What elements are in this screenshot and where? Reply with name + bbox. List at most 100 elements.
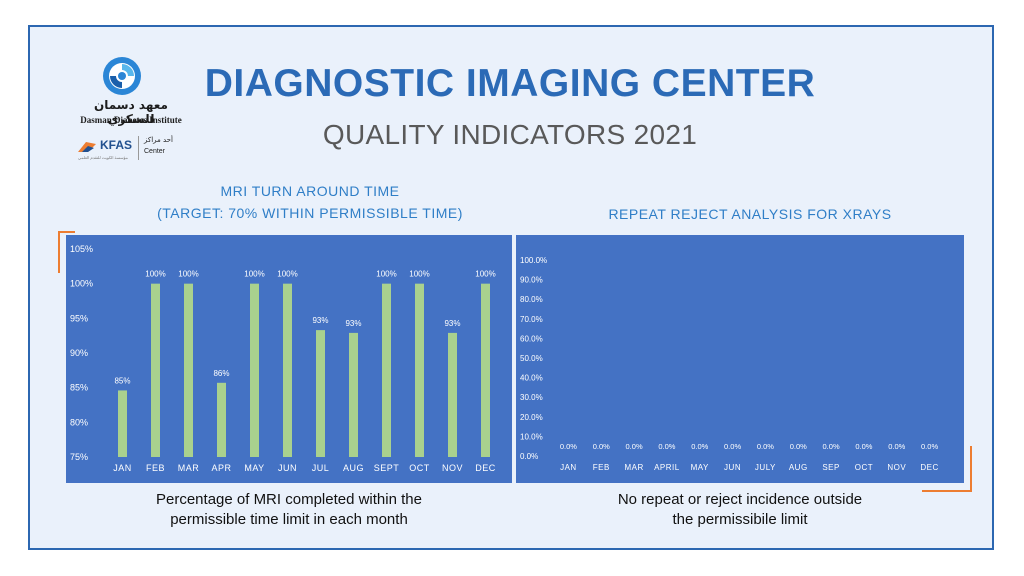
mri-bar [184,283,193,457]
mri-bar [250,283,259,457]
kfas-logo: KFAS مؤسسة الكويت للتقدم العلمي أحد مراك… [72,134,202,164]
mri-data-label: 93% [345,319,361,328]
xray-data-label: 0.0% [888,442,905,451]
mri-chart-panel: 75% 80% 85% 90% 95% 100% 105% JAN 85% FEB 100% MAR 1… [66,235,512,483]
mri-bar [118,390,127,457]
left-chart-title-line2: (TARGET: 70% WITHIN PERMISSIBLE TIME) [157,205,463,221]
xray-x-tick: MAY [691,463,709,472]
mri-x-tick: OCT [409,463,430,473]
mri-bar [151,283,160,457]
mri-data-label: 86% [213,369,229,378]
xray-x-tick: NOV [887,463,906,472]
mri-x-tick: JUL [312,463,330,473]
partner-center: Center [144,148,166,155]
kfas-label: KFAS [100,138,133,152]
partner-arabic: أحد مراكز [144,136,173,144]
mri-y-tick: 105% [70,244,93,254]
xray-y-tick: 0.0% [520,452,538,461]
orange-accent-bottom-right [922,490,972,492]
mri-data-label: 85% [114,376,130,385]
mri-data-label: 100% [244,270,264,279]
mri-x-tick: DEC [475,463,496,473]
orange-accent-right-vertical [970,446,972,492]
xray-y-tick: 90.0% [520,276,543,285]
xray-data-label: 0.0% [724,442,741,451]
mri-data-label: 100% [277,270,297,279]
mri-x-tick: MAR [178,463,200,473]
right-caption-line1: No repeat or reject incidence outside [617,491,863,508]
mri-x-tick: AUG [343,463,364,473]
xray-x-tick: MAR [624,463,643,472]
kfas-wing-icon [78,142,96,152]
xray-data-label: 0.0% [658,442,675,451]
xray-data-label: 0.0% [790,442,807,451]
institute-arabic-name: معهد دسمان للسكري [94,98,168,126]
right-caption-line2: the permissibile limit [672,511,808,528]
swirl-logo-icon [103,57,141,95]
mri-x-tick: APR [211,463,231,473]
kfas-divider [138,136,139,160]
kfas-subtitle: مؤسسة الكويت للتقدم العلمي [78,155,128,160]
left-caption-line1: Percentage of MRI completed within the [156,491,422,508]
mri-bar [481,283,490,457]
mri-x-tick: JUN [278,463,297,473]
xray-data-label: 0.0% [626,442,643,451]
xray-data-label: 0.0% [593,442,610,451]
mri-x-tick: NOV [442,463,463,473]
mri-bar [349,332,358,457]
xray-y-tick: 50.0% [520,354,543,363]
mri-turnaround-chart: 75% 80% 85% 90% 95% 100% 105% JAN 85% FEB 100% MAR 1… [70,244,496,473]
xray-y-tick: 30.0% [520,393,543,402]
left-caption: Percentage of MRI completed within the p… [66,490,512,530]
xray-y-tick: 10.0% [520,432,543,441]
xray-data-label: 0.0% [757,442,774,451]
xray-x-tick: DEC [920,463,938,472]
xray-x-tick: APRIL [654,463,680,472]
mri-data-label: 100% [475,270,495,279]
page-subtitle: QUALITY INDICATORS 2021 [322,119,698,150]
orange-accent-left-vertical [58,231,60,273]
left-chart-title: MRI TURN AROUND TIME (TARGET: 70% WITHIN… [90,180,530,224]
page-title: DIAGNOSTIC IMAGING CENTER [204,62,816,105]
xray-x-tick: OCT [855,463,873,472]
mri-y-tick: 85% [70,383,88,393]
xray-x-tick: JAN [560,463,577,472]
left-chart-title-line1: MRI TURN AROUND TIME [220,183,400,199]
xray-data-label: 0.0% [691,442,708,451]
mri-y-tick: 90% [70,348,88,358]
xray-y-tick: 40.0% [520,374,543,383]
mri-y-tick: 80% [70,417,88,427]
mri-x-tick: SEPT [374,463,400,473]
mri-bar [382,283,391,457]
right-chart-title: REPEAT REJECT ANALYSIS FOR XRAYS [608,206,892,222]
right-caption: No repeat or reject incidence outside th… [516,490,964,530]
xray-chart-panel: 0.0% 10.0% 20.0% 30.0% 40.0% 50.0% 60.0% 70.0% 8… [516,235,964,483]
xray-x-tick: SEP [822,463,840,472]
mri-x-tick: JAN [113,463,132,473]
repeat-reject-chart: 0.0% 10.0% 20.0% 30.0% 40.0% 50.0% 60.0% 70.0% 8… [520,256,938,472]
xray-data-label: 0.0% [921,442,938,451]
orange-accent-top-left [58,231,75,233]
mri-x-tick: MAY [244,463,264,473]
mri-bar [217,382,226,457]
mri-data-label: 93% [444,319,460,328]
xray-y-tick: 20.0% [520,413,543,422]
mri-y-tick: 95% [70,313,88,323]
mri-data-label: 100% [409,270,429,279]
mri-y-tick: 75% [70,452,88,462]
xray-y-tick: 100.0% [520,256,547,265]
left-caption-line2: permissible time limit in each month [170,511,408,528]
mri-data-label: 100% [145,270,165,279]
mri-data-label: 100% [376,270,396,279]
xray-data-label: 0.0% [855,442,872,451]
xray-data-label: 0.0% [560,442,577,451]
mri-data-label: 93% [312,316,328,325]
mri-x-tick: FEB [146,463,165,473]
xray-y-tick: 60.0% [520,334,543,343]
institute-english-name: Dasman Diabetes Institute [80,115,182,125]
mri-data-label: 100% [178,270,198,279]
mri-bar [448,332,457,457]
institute-logo: معهد دسمان للسكري Dasman Diabetes Instit… [72,56,202,174]
xray-y-tick: 80.0% [520,295,543,304]
xray-x-tick: JULY [755,463,776,472]
